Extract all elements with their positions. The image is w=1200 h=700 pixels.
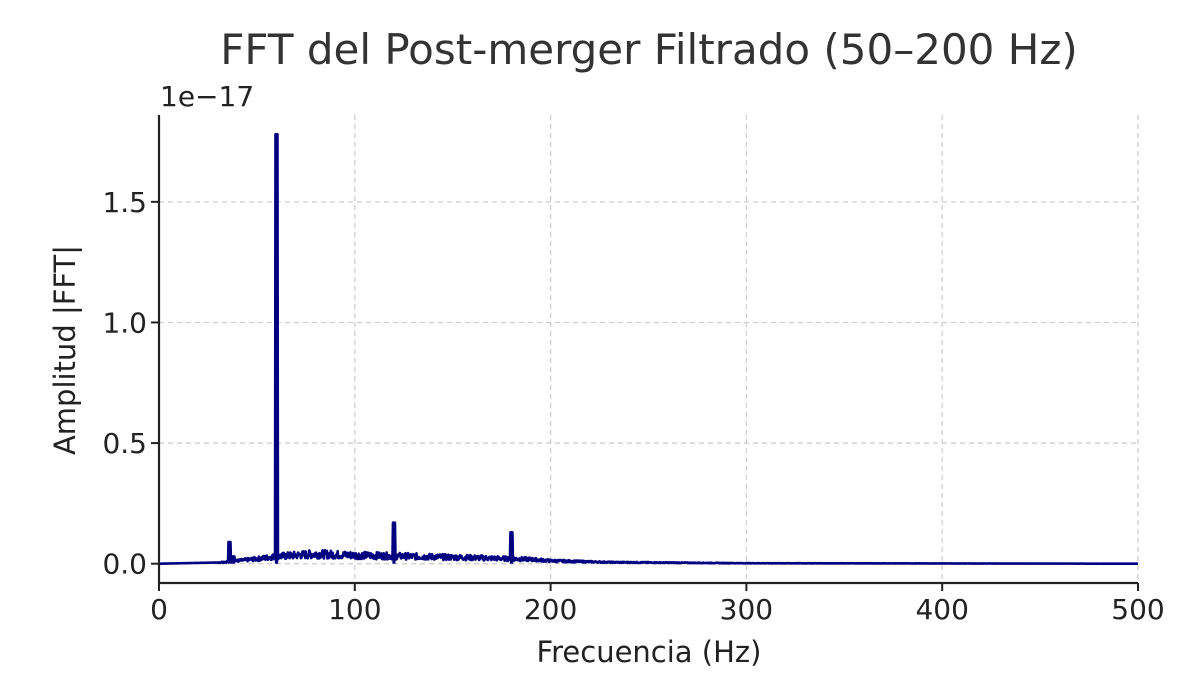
fft-line <box>158 133 1139 565</box>
y-tick-label: 1.5 <box>102 186 147 219</box>
x-tick-label: 400 <box>915 593 968 626</box>
axes-spines <box>157 115 1138 585</box>
grid-lines <box>159 115 1139 583</box>
fft-series <box>158 133 1139 565</box>
y-tick-label: 0.0 <box>102 548 147 581</box>
x-tick-label: 300 <box>720 593 773 626</box>
y-offset-label: 1e−17 <box>160 80 254 113</box>
y-axis-ticks: 0.0 0.5 1.0 1.5 <box>102 186 159 581</box>
y-tick-label: 0.5 <box>102 427 147 460</box>
chart-title: FFT del Post-merger Filtrado (50–200 Hz) <box>220 25 1078 74</box>
x-tick-label: 0 <box>150 593 168 626</box>
x-axis-label: Frecuencia (Hz) <box>537 635 762 669</box>
y-tick-label: 1.0 <box>102 306 147 339</box>
x-tick-label: 100 <box>328 593 381 626</box>
y-axis-label: Amplitud |FFT| <box>48 245 82 455</box>
x-tick-label: 500 <box>1111 593 1164 626</box>
x-axis-ticks: 0 100 200 300 400 500 <box>150 583 1165 626</box>
x-tick-label: 200 <box>524 593 577 626</box>
